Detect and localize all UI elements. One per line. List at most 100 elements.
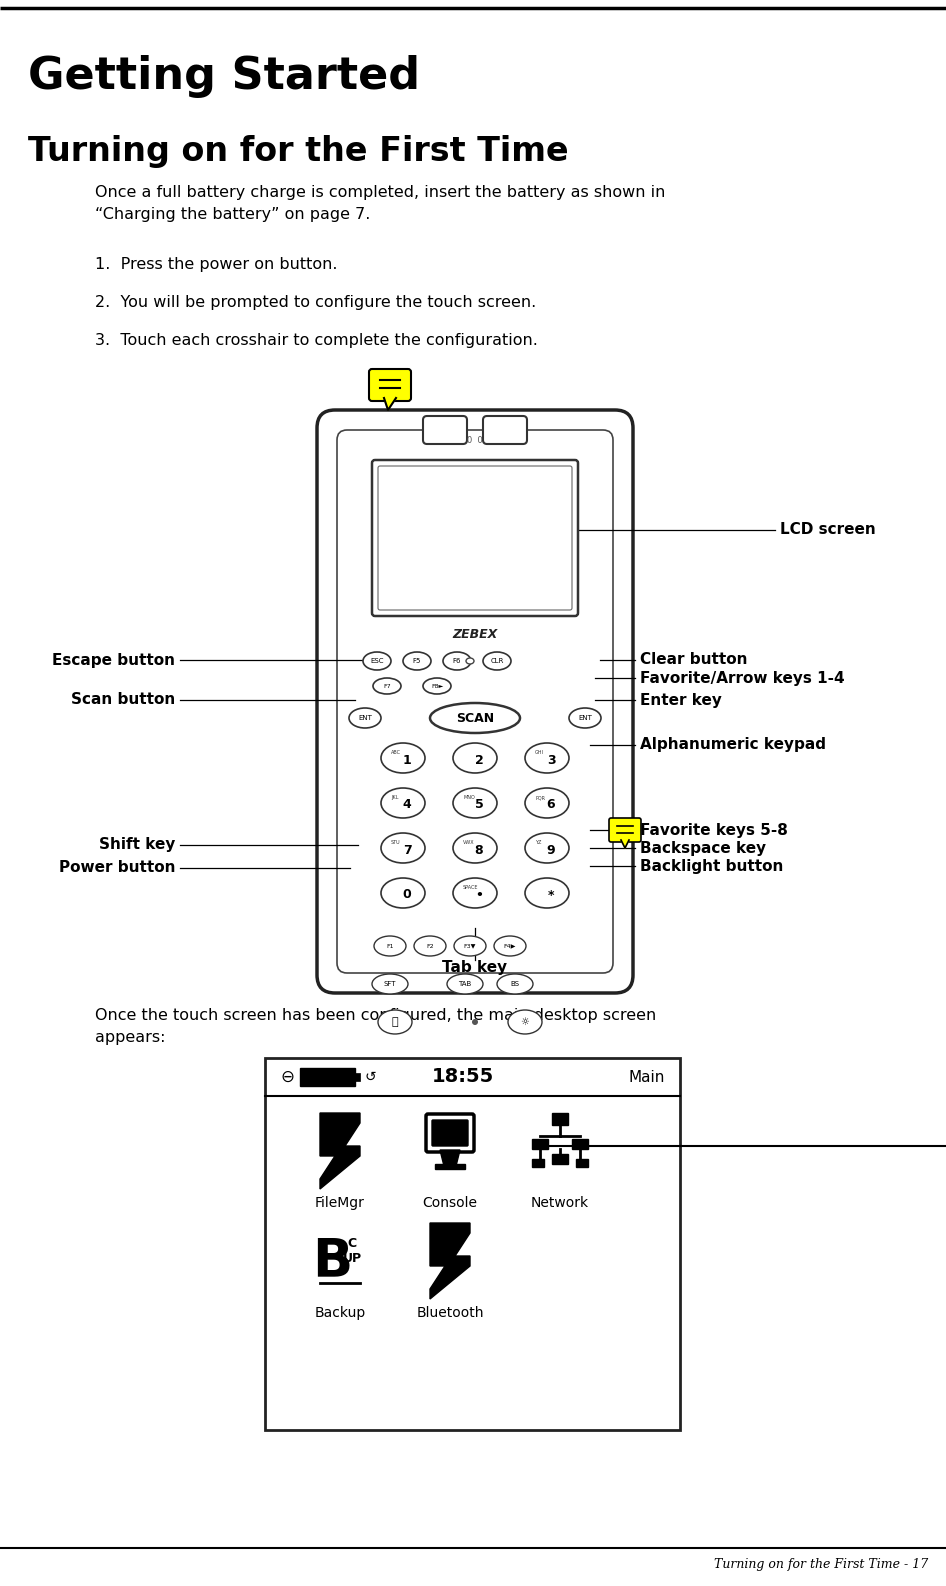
Ellipse shape [525, 788, 569, 818]
Ellipse shape [494, 936, 526, 956]
FancyBboxPatch shape [483, 416, 527, 444]
Text: F1: F1 [386, 944, 394, 948]
Ellipse shape [447, 974, 483, 994]
Text: LCD screen: LCD screen [780, 522, 876, 538]
FancyBboxPatch shape [378, 466, 572, 611]
Ellipse shape [453, 742, 497, 772]
Ellipse shape [381, 788, 425, 818]
Text: CLR: CLR [490, 658, 503, 665]
FancyBboxPatch shape [609, 818, 641, 842]
Text: 18:55: 18:55 [431, 1067, 494, 1086]
Text: Escape button: Escape button [52, 652, 175, 668]
Bar [355, 1074, 360, 1082]
Ellipse shape [378, 1010, 412, 1034]
Ellipse shape [381, 879, 425, 909]
Text: Shift key: Shift key [98, 837, 175, 853]
Bar [265, 1058, 680, 1431]
Ellipse shape [466, 658, 474, 665]
Polygon shape [384, 398, 396, 411]
Bar [572, 1139, 588, 1148]
Text: 8: 8 [475, 844, 483, 856]
Ellipse shape [497, 974, 533, 994]
Text: Alphanumeric keypad: Alphanumeric keypad [640, 737, 826, 752]
Bar [576, 1159, 588, 1167]
Text: F4▶: F4▶ [504, 944, 517, 948]
Text: 0  0: 0 0 [467, 436, 482, 446]
Text: MNO: MNO [463, 795, 475, 799]
Text: STU: STU [391, 841, 400, 845]
Text: ZEBEX: ZEBEX [452, 628, 498, 641]
Text: 1.  Press the power on button.: 1. Press the power on button. [95, 257, 338, 273]
Ellipse shape [569, 707, 601, 728]
Text: 3.  Touch each crosshair to complete the configuration.: 3. Touch each crosshair to complete the … [95, 333, 538, 347]
Ellipse shape [349, 707, 381, 728]
Text: PQR: PQR [535, 795, 545, 799]
Text: Network: Network [531, 1196, 589, 1210]
Text: VWX: VWX [463, 841, 475, 845]
Text: BS: BS [511, 982, 519, 986]
Text: Once a full battery charge is completed, insert the battery as shown in: Once a full battery charge is completed,… [95, 186, 665, 200]
Text: 3: 3 [547, 753, 555, 766]
FancyBboxPatch shape [432, 1120, 468, 1147]
Text: B: B [312, 1235, 352, 1286]
Text: GHI: GHI [535, 750, 544, 755]
Bar [532, 1139, 548, 1148]
Text: Backspace key: Backspace key [640, 841, 766, 855]
FancyBboxPatch shape [369, 370, 411, 401]
Text: Favorite/Arrow keys 1-4: Favorite/Arrow keys 1-4 [640, 671, 845, 685]
Ellipse shape [373, 677, 401, 695]
Text: 9: 9 [547, 844, 555, 856]
FancyBboxPatch shape [337, 430, 613, 972]
Text: Power button: Power button [59, 861, 175, 875]
Text: ENT: ENT [359, 715, 372, 722]
Text: TAB: TAB [459, 982, 472, 986]
Text: 2.  You will be prompted to configure the touch screen.: 2. You will be prompted to configure the… [95, 295, 536, 309]
Text: 1: 1 [403, 753, 412, 766]
Text: •: • [475, 888, 483, 901]
Text: Backup: Backup [314, 1305, 365, 1320]
Text: F5: F5 [412, 658, 421, 665]
Polygon shape [621, 841, 629, 849]
Text: ⏻: ⏻ [392, 1017, 398, 1028]
Text: Enter key: Enter key [640, 693, 722, 707]
Circle shape [472, 1018, 478, 1025]
Ellipse shape [453, 833, 497, 863]
Text: 0: 0 [403, 888, 412, 901]
Ellipse shape [525, 879, 569, 909]
Ellipse shape [453, 879, 497, 909]
Text: Favorite keys 5-8: Favorite keys 5-8 [640, 823, 788, 837]
Text: F7: F7 [383, 684, 391, 688]
FancyBboxPatch shape [423, 416, 467, 444]
Text: F3▼: F3▼ [464, 944, 476, 948]
Text: SFT: SFT [384, 982, 396, 986]
Ellipse shape [454, 936, 486, 956]
Text: “Charging the battery” on page 7.: “Charging the battery” on page 7. [95, 208, 371, 222]
FancyBboxPatch shape [317, 411, 633, 993]
Ellipse shape [453, 788, 497, 818]
Text: Turning on for the First Time - 17: Turning on for the First Time - 17 [713, 1557, 928, 1572]
Text: Main: Main [629, 1069, 665, 1085]
Bar [300, 1067, 355, 1086]
Text: JKL: JKL [391, 795, 398, 799]
Ellipse shape [430, 703, 520, 733]
FancyBboxPatch shape [372, 460, 578, 615]
Text: *: * [548, 888, 554, 901]
Ellipse shape [525, 833, 569, 863]
Bar [532, 1159, 544, 1167]
Text: ↺: ↺ [365, 1071, 377, 1083]
FancyBboxPatch shape [426, 1113, 474, 1151]
Ellipse shape [508, 1010, 542, 1034]
Text: YZ: YZ [535, 841, 541, 845]
Text: Console: Console [423, 1196, 478, 1210]
Ellipse shape [423, 677, 451, 695]
Ellipse shape [381, 833, 425, 863]
Text: Once the touch screen has been configured, the main desktop screen: Once the touch screen has been configure… [95, 1009, 657, 1023]
Text: 4: 4 [403, 798, 412, 812]
Text: 5: 5 [475, 798, 483, 812]
Polygon shape [430, 1223, 470, 1299]
Text: ☼: ☼ [520, 1017, 530, 1028]
Text: F2: F2 [427, 944, 434, 948]
Polygon shape [320, 1113, 360, 1190]
Ellipse shape [372, 974, 408, 994]
Text: Turning on for the First Time: Turning on for the First Time [28, 135, 569, 168]
